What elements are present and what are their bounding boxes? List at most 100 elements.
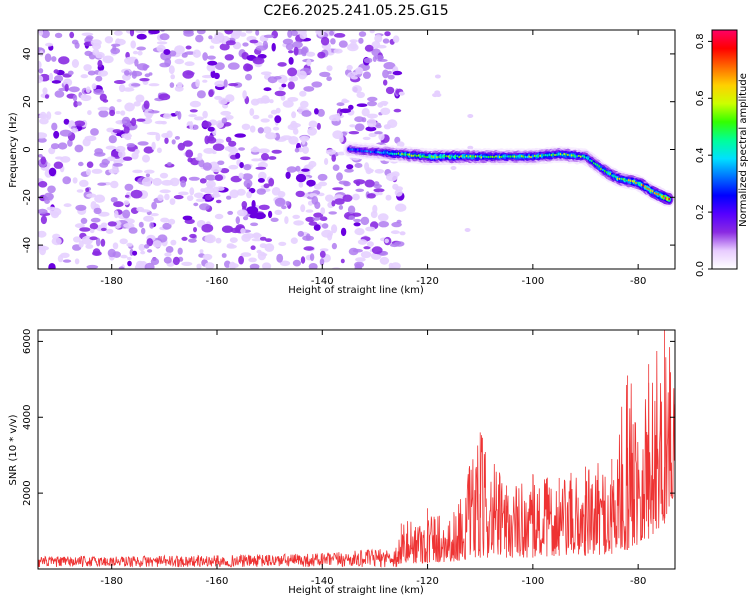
- spectrogram-noise-cell: [134, 59, 139, 67]
- spectrogram-noise-cell: [212, 186, 219, 193]
- spectrogram-noise-cell: [301, 46, 309, 55]
- spectrogram-noise-cell: [256, 188, 266, 195]
- spectrogram-noise-cell: [62, 259, 72, 263]
- spectrogram-noise-cell: [142, 154, 150, 163]
- spectrogram-noise-cell: [299, 90, 307, 97]
- spectrogram-noise-cell: [38, 60, 42, 69]
- spectrogram-noise-cell: [163, 256, 172, 264]
- spectrogram-noise-cell: [121, 133, 132, 139]
- spectrogram-noise-cell: [118, 149, 126, 159]
- spectrogram-noise-cell: [212, 143, 225, 151]
- spectrogram-noise-cell: [149, 222, 155, 229]
- spectrogram-noise-cell: [259, 236, 267, 241]
- spectrogram-noise-cell: [316, 122, 321, 130]
- spectrogram-noise-cell: [202, 110, 208, 119]
- spectrogram-noise-cell: [305, 216, 315, 222]
- spectrogram-noise-cell: [366, 241, 374, 247]
- spectrogram-noise-cell: [84, 135, 97, 142]
- spectrogram-noise-cell: [334, 198, 345, 205]
- spectrogram-noise-cell: [342, 194, 353, 202]
- spectrogram-signal-cell: [517, 155, 519, 158]
- spectrogram-signal-cell: [515, 155, 518, 158]
- spectrogram-noise-cell: [280, 94, 286, 101]
- spectrogram-signal-cell: [484, 155, 486, 158]
- spectrogram-noise-cell: [245, 30, 253, 34]
- spectrogram-signal-cell: [489, 155, 492, 158]
- spectrogram-noise-cell: [122, 73, 131, 81]
- spectrogram-noise-cell: [167, 162, 172, 166]
- spectrogram-noise-cell: [355, 67, 364, 75]
- spectrogram-noise-cell: [235, 152, 241, 159]
- spectrogram-noise-cell: [270, 109, 278, 115]
- spectrogram-noise-cell: [44, 53, 52, 62]
- spectrogram-noise-cell: [291, 41, 303, 49]
- spectrogram-noise-cell: [143, 215, 154, 222]
- spectrogram-signal-cell: [524, 155, 527, 159]
- spectrogram-signal-cell: [471, 155, 473, 158]
- spectrogram-noise-cell: [281, 205, 287, 210]
- spectrogram-noise-cell: [305, 209, 314, 213]
- spectrogram-noise-cell: [110, 47, 121, 55]
- spectrogram-noise-cell: [228, 83, 239, 87]
- spectrogram-noise-cell: [391, 221, 402, 228]
- spectrogram-noise-cell: [148, 83, 160, 87]
- spectrogram-signal-cell: [530, 155, 532, 159]
- spectrogram-noise-cell: [144, 169, 155, 174]
- spectrogram-signal-cell: [404, 153, 407, 156]
- spectrogram-noise-cell: [238, 172, 244, 179]
- spectrogram-signal-cell: [458, 155, 461, 159]
- colorbar-scale: [712, 30, 737, 269]
- spectrogram-noise-cell: [292, 259, 301, 267]
- spectrogram-noise-cell: [239, 162, 244, 169]
- spectrogram-noise-cell: [140, 250, 146, 255]
- spectrogram-x-tick-label: -160: [206, 276, 229, 287]
- spectrogram-noise-cell: [276, 253, 284, 263]
- spectrogram-noise-cell: [156, 41, 168, 45]
- spectrogram-noise-cell: [123, 126, 130, 134]
- spectrogram-noise-cell: [74, 120, 86, 127]
- spectrogram-signal-cell: [392, 152, 394, 156]
- spectrogram-noise-cell: [377, 213, 389, 222]
- spectrogram-noise-cell: [357, 239, 368, 245]
- spectrogram-signal-cell: [482, 155, 484, 158]
- spectrogram-signal-cell: [390, 152, 392, 155]
- spectrogram-noise-cell: [152, 240, 162, 248]
- spectrogram-noise-cell: [229, 263, 239, 269]
- spectrogram-signal-cell: [583, 155, 586, 159]
- spectrogram-noise-cell: [257, 251, 267, 261]
- spectrogram-noise-cell: [40, 215, 48, 225]
- spectrogram-signal-cell: [410, 154, 413, 157]
- spectrogram-signal-cell: [580, 155, 582, 158]
- spectrogram-noise-cell: [174, 85, 184, 92]
- spectrogram-noise-cell: [225, 136, 232, 143]
- spectrogram-noise-cell: [185, 45, 192, 50]
- spectrogram-noise-cell: [195, 198, 206, 202]
- spectrogram-noise-cell: [80, 74, 89, 79]
- spectrogram-signal-cell: [347, 147, 350, 151]
- spectrogram-noise-cell: [384, 238, 390, 244]
- spectrogram-noise-cell: [130, 40, 136, 49]
- spectrogram-noise-cell: [354, 123, 365, 132]
- spectrogram-noise-cell: [67, 70, 74, 76]
- spectrogram-noise-cell: [317, 30, 325, 37]
- spectrogram-noise-cell: [243, 179, 253, 188]
- spectrogram-x-tick-label: -180: [100, 276, 123, 287]
- spectrogram-signal-cell: [509, 155, 512, 158]
- spectrogram-signal-cell: [375, 150, 378, 154]
- spectrogram-noise-cell: [360, 216, 370, 226]
- spectrogram-noise-cell: [325, 194, 334, 202]
- spectrogram-signal-cell: [657, 193, 659, 196]
- spectrogram-noise-cell: [127, 260, 132, 267]
- snr-y-tick-label: 4000: [22, 405, 33, 430]
- spectrogram-noise-cell: [199, 249, 204, 254]
- spectrogram-noise-cell: [144, 262, 155, 269]
- spectrogram-noise-cell: [201, 121, 212, 128]
- spectrogram-noise-cell: [168, 50, 177, 57]
- spectrogram-signal-cell: [369, 150, 372, 154]
- spectrogram-noise-cell: [285, 171, 291, 179]
- spectrogram-noise-cell: [193, 192, 204, 199]
- spectrogram-noise-layer: [38, 30, 474, 269]
- snr-frame: [37, 329, 676, 570]
- spectrogram-noise-cell: [144, 73, 151, 78]
- spectrogram-noise-cell: [362, 71, 371, 79]
